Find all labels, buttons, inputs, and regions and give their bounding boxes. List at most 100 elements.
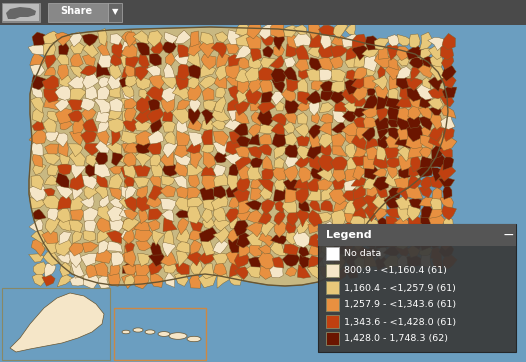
Polygon shape: [109, 87, 120, 98]
Polygon shape: [397, 124, 411, 140]
Polygon shape: [355, 226, 367, 240]
Polygon shape: [95, 185, 107, 199]
Polygon shape: [214, 262, 227, 276]
Polygon shape: [270, 55, 284, 69]
Polygon shape: [96, 62, 110, 78]
Polygon shape: [47, 111, 59, 122]
Polygon shape: [311, 79, 325, 90]
Polygon shape: [309, 243, 323, 256]
Polygon shape: [229, 197, 241, 208]
Polygon shape: [57, 274, 73, 287]
Polygon shape: [133, 177, 149, 188]
Polygon shape: [354, 54, 365, 67]
Polygon shape: [344, 220, 356, 235]
Polygon shape: [202, 175, 218, 190]
Polygon shape: [58, 209, 70, 223]
Polygon shape: [258, 143, 272, 156]
Polygon shape: [398, 146, 411, 161]
Polygon shape: [106, 231, 122, 244]
Polygon shape: [332, 164, 346, 182]
Polygon shape: [43, 152, 61, 165]
Polygon shape: [353, 117, 367, 128]
Polygon shape: [397, 96, 412, 108]
Polygon shape: [69, 243, 85, 256]
Polygon shape: [149, 53, 161, 66]
Polygon shape: [346, 70, 359, 81]
Polygon shape: [363, 115, 377, 128]
Polygon shape: [163, 143, 178, 158]
Polygon shape: [441, 105, 456, 118]
Polygon shape: [356, 123, 368, 139]
Polygon shape: [70, 53, 83, 67]
Polygon shape: [215, 32, 228, 43]
Polygon shape: [331, 35, 347, 46]
Polygon shape: [396, 46, 410, 61]
Polygon shape: [363, 93, 379, 108]
Polygon shape: [199, 41, 217, 58]
Polygon shape: [397, 254, 413, 270]
Polygon shape: [126, 184, 137, 199]
Polygon shape: [214, 152, 227, 163]
Polygon shape: [442, 63, 456, 81]
Polygon shape: [271, 113, 287, 126]
Polygon shape: [228, 85, 243, 101]
Polygon shape: [190, 31, 199, 47]
Polygon shape: [70, 87, 86, 100]
Polygon shape: [236, 112, 249, 123]
Polygon shape: [121, 131, 138, 144]
Polygon shape: [430, 64, 445, 81]
Polygon shape: [57, 163, 73, 175]
Polygon shape: [287, 35, 301, 49]
Polygon shape: [215, 64, 229, 80]
Polygon shape: [202, 117, 214, 130]
Polygon shape: [234, 101, 250, 115]
Polygon shape: [235, 70, 251, 83]
Polygon shape: [135, 227, 153, 242]
Bar: [108, 3, 122, 22]
Polygon shape: [286, 43, 299, 57]
Polygon shape: [84, 185, 99, 199]
Polygon shape: [139, 89, 148, 99]
Polygon shape: [400, 85, 412, 100]
Polygon shape: [123, 228, 134, 244]
Polygon shape: [43, 195, 60, 209]
Polygon shape: [216, 84, 225, 98]
Polygon shape: [284, 244, 299, 255]
Polygon shape: [431, 145, 445, 160]
Polygon shape: [123, 117, 140, 132]
Polygon shape: [364, 253, 378, 267]
Polygon shape: [261, 221, 275, 237]
Polygon shape: [82, 176, 98, 189]
Polygon shape: [442, 205, 457, 220]
Polygon shape: [108, 173, 123, 189]
Polygon shape: [250, 101, 261, 111]
Polygon shape: [385, 145, 400, 159]
Polygon shape: [441, 53, 454, 70]
Polygon shape: [212, 106, 230, 122]
Polygon shape: [295, 54, 309, 71]
Polygon shape: [82, 34, 98, 46]
Polygon shape: [122, 142, 135, 154]
Polygon shape: [188, 188, 200, 198]
Polygon shape: [94, 97, 111, 113]
Polygon shape: [107, 205, 124, 222]
Polygon shape: [307, 45, 320, 58]
Polygon shape: [146, 195, 162, 207]
Polygon shape: [177, 100, 192, 110]
Polygon shape: [95, 139, 111, 153]
Polygon shape: [317, 231, 332, 246]
Polygon shape: [335, 256, 345, 269]
Polygon shape: [378, 46, 389, 59]
Polygon shape: [247, 210, 262, 224]
Polygon shape: [59, 232, 72, 245]
Polygon shape: [332, 111, 347, 123]
Polygon shape: [319, 69, 333, 81]
Polygon shape: [174, 151, 191, 165]
Polygon shape: [320, 267, 333, 281]
Polygon shape: [217, 51, 230, 68]
Polygon shape: [178, 45, 188, 58]
Polygon shape: [226, 74, 240, 86]
Polygon shape: [163, 110, 173, 122]
Polygon shape: [109, 217, 125, 232]
Polygon shape: [44, 263, 56, 277]
